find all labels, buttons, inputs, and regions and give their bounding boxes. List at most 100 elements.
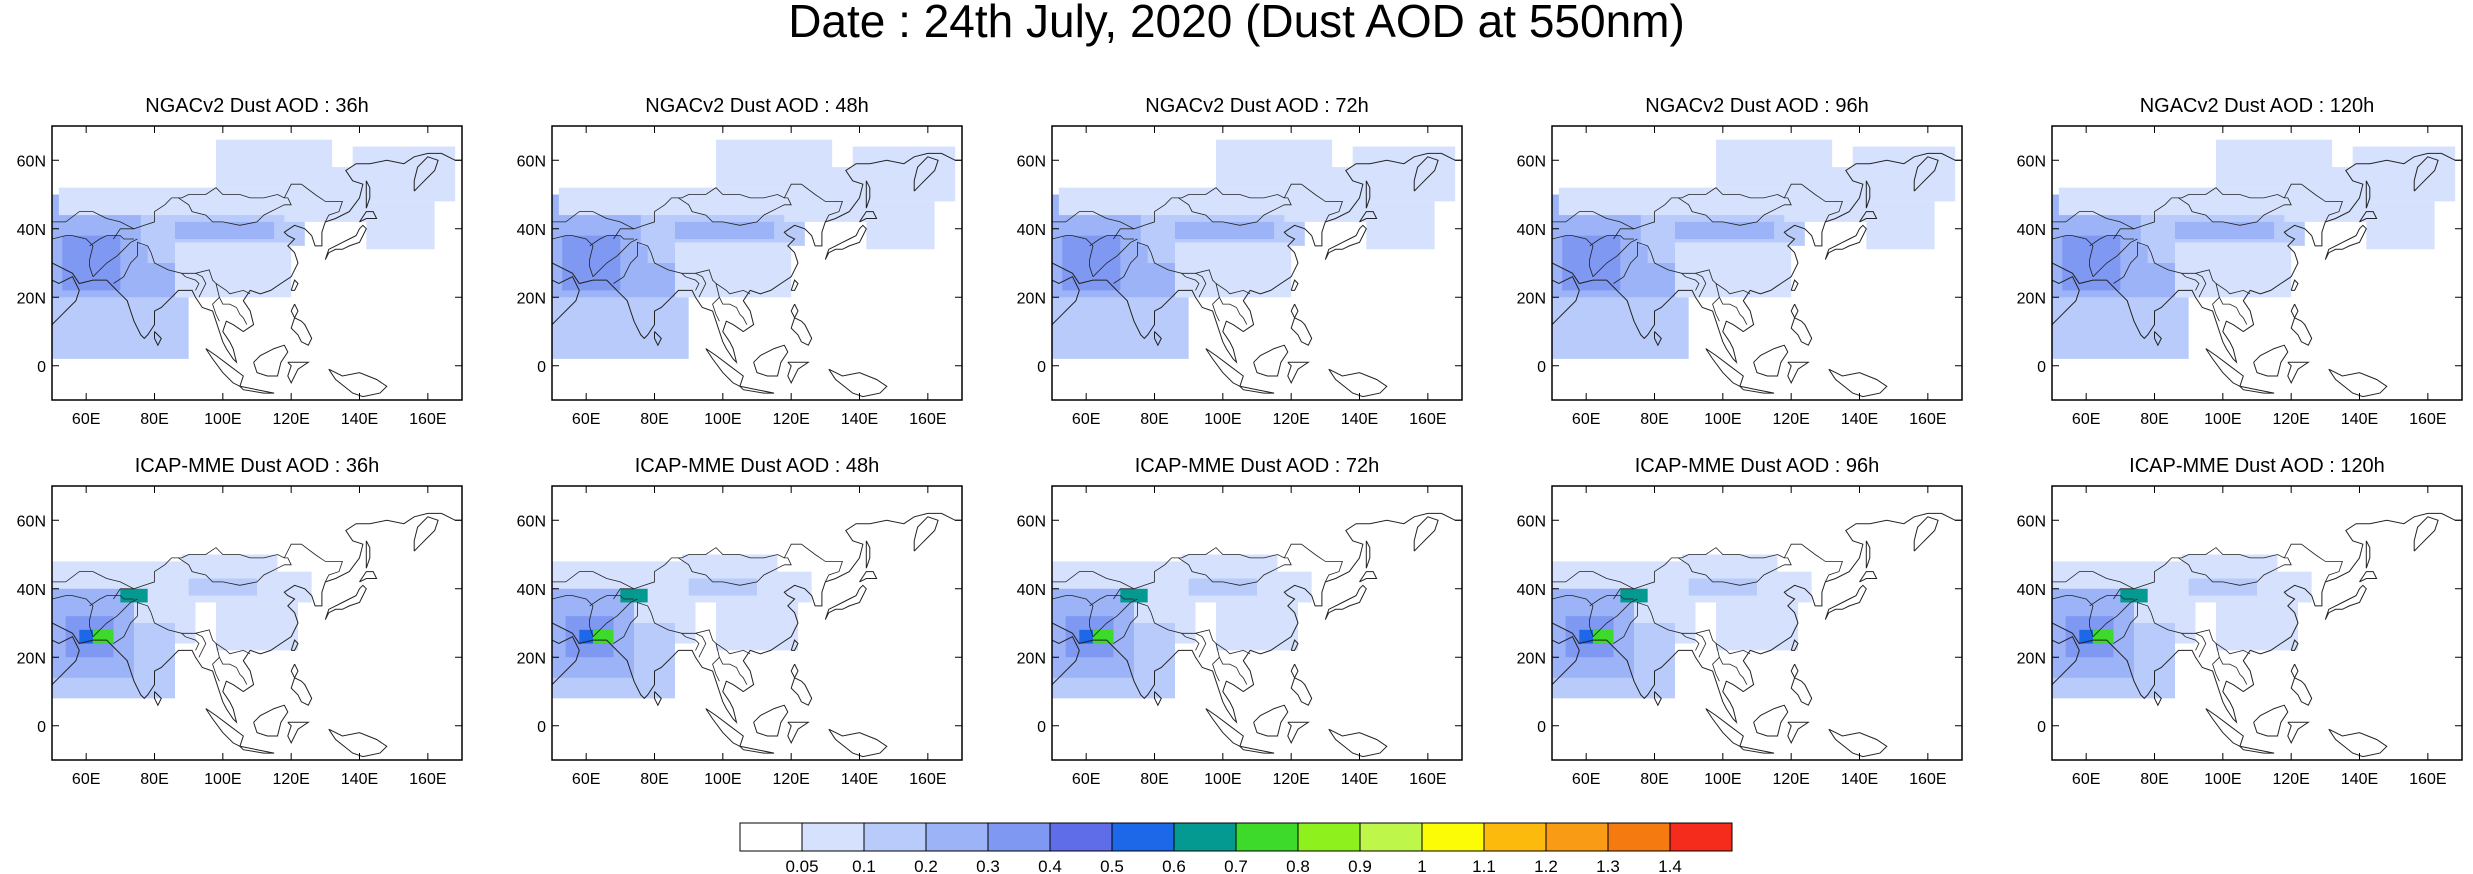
country-boundary [89,595,134,607]
aod-field [1052,139,1456,359]
country-boundary [1613,601,1652,644]
map-lines [1552,152,1962,398]
coastline [1913,516,1939,552]
y-tick-label: 40N [1017,222,1046,239]
aod-cell [1175,221,1275,240]
country-boundary [89,235,134,247]
aod-cell [175,221,275,240]
map-lines [52,512,462,758]
country-boundary [1592,598,1638,637]
coastline [1753,704,1789,737]
coastline [328,728,388,758]
colorbar-box [1297,822,1361,852]
coastline [324,584,367,620]
country-boundary [1613,241,1652,284]
country-boundary [1695,272,1707,298]
map-panel: NGACv2 Dust AOD : 96h 60N 40N 20N 0 60E 80E 100… [1517,95,1963,428]
coastline [2324,224,2367,260]
country-boundary [2181,633,2200,651]
coastline [2328,728,2388,758]
x-tick-label: 140E [2341,771,2378,788]
country-boundary [2113,228,2134,240]
country-boundary [552,543,843,590]
coastline [253,344,289,377]
country-boundary [1552,183,1843,230]
x-tick-label: 160E [1409,771,1446,788]
panel-title: NGACv2 Dust AOD : 72h [1145,95,1368,117]
country-boundary [212,297,220,322]
y-tick-label: 20N [1517,650,1546,667]
country-boundary [1715,643,1748,685]
aod-cell [2175,221,2275,240]
x-tick-label: 160E [2409,411,2446,428]
coastline [2154,691,2162,707]
panel-title: ICAP-MME Dust AOD : 48h [635,455,880,477]
coastline [865,180,871,209]
coastline [790,279,799,291]
x-tick-label: 140E [341,771,378,788]
coastline [1287,361,1310,385]
country-boundary [613,241,652,284]
coastline [1290,663,1313,706]
coastline [753,344,789,377]
country-boundary [650,252,751,295]
coastline [1239,385,1275,394]
x-tick-label: 140E [341,411,378,428]
coastline [1154,331,1162,347]
coastline [2359,571,2378,583]
coastline [2365,180,2371,209]
map-frame [51,125,463,401]
map-lines [552,152,962,398]
country-boundary [113,588,134,600]
panel-title: NGACv2 Dust AOD : 120h [2140,95,2375,117]
country-boundary [1695,632,1707,658]
x-tick-label: 120E [2272,771,2309,788]
coastline [913,156,939,192]
coastline [739,745,775,754]
x-tick-label: 120E [272,411,309,428]
aod-cell [2058,187,2292,216]
country-boundary [2089,235,2134,247]
y-tick-label: 20N [2017,290,2046,307]
country-boundary [178,197,292,226]
coastline [290,663,313,706]
aod-cell [784,167,867,222]
coastline [2287,721,2310,745]
map-frame [551,485,963,761]
country-boundary [52,235,94,277]
aod-cell [675,221,775,240]
colorbar-box [987,822,1051,852]
y-tick-label: 20N [17,290,46,307]
coastline [2052,636,2080,685]
country-boundary [1150,252,1251,295]
country-boundary [1089,235,1134,247]
colorbar-box [1359,822,1423,852]
aod-field [1552,554,1812,699]
x-tick-label: 140E [1341,771,1378,788]
country-boundary [212,657,220,682]
coastline [287,361,310,385]
x-tick-label: 160E [909,411,946,428]
coastline [2290,279,2299,291]
colorbar-label: 1.4 [1658,857,1682,874]
colorbar-box [863,822,927,852]
panel-title: ICAP-MME Dust AOD : 36h [135,455,380,477]
aod-cell [1681,554,1778,576]
country-boundary [1715,283,1748,325]
coastline [154,691,162,707]
x-tick-label: 100E [1204,771,1241,788]
aod-cell [1552,297,1689,359]
country-boundary [1178,197,1292,226]
colorbar-label: 0.7 [1224,857,1248,874]
coastline [1239,745,1275,754]
colorbar-label: 0.2 [914,857,938,874]
coastline [1790,639,1799,651]
map-panels: NGACv2 Dust AOD : 36h 60N 40N 20N 0 60E 80E 100… [17,95,2463,788]
x-tick-label: 140E [2341,411,2378,428]
aod-cell [1188,578,1257,596]
aod-cell [181,554,278,576]
x-tick-label: 100E [1704,411,1741,428]
colorbar-box [1111,822,1175,852]
y-tick-label: 0 [1537,359,1546,376]
colorbar-box [1049,822,1113,852]
